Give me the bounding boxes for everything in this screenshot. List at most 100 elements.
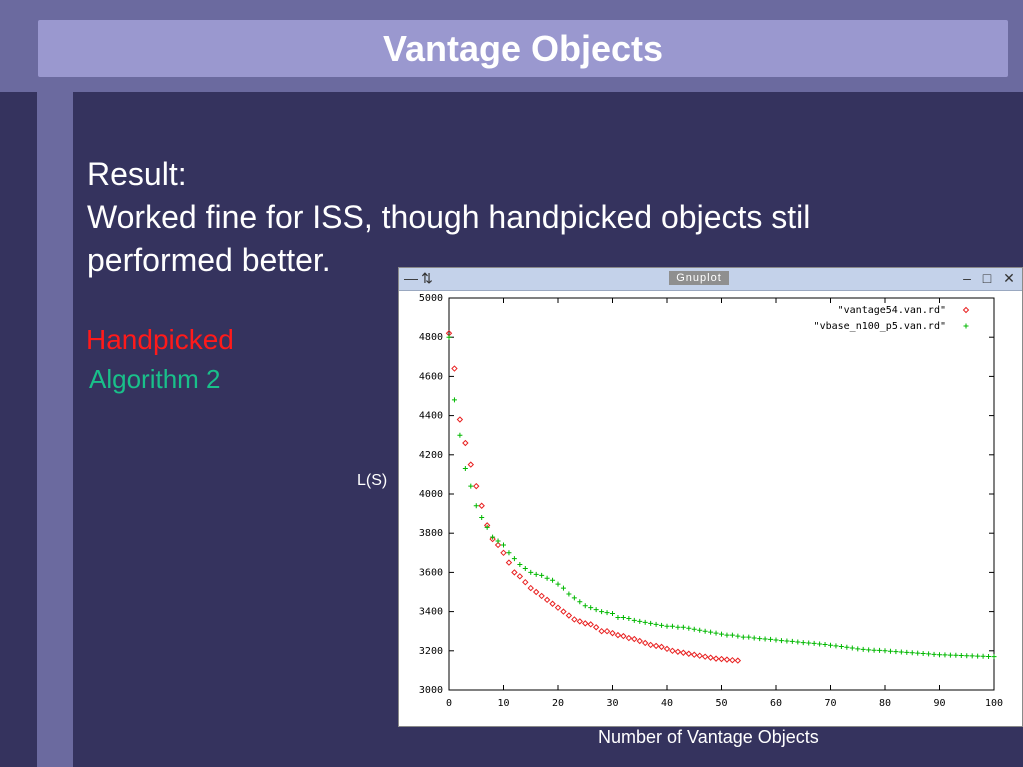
series1-point xyxy=(658,643,665,651)
series2-point xyxy=(975,653,981,659)
series1-point xyxy=(451,365,458,372)
result-text: Result: Worked fine for ISS, though hand… xyxy=(87,153,937,282)
series2-point xyxy=(479,515,485,521)
series2-point xyxy=(871,647,877,653)
series2-point xyxy=(986,653,992,659)
series1-point xyxy=(647,641,654,649)
legend-series1-label: "vantage54.van.rd" xyxy=(838,305,946,316)
series2-point xyxy=(915,650,921,656)
series1-point xyxy=(582,620,589,627)
series1-point xyxy=(549,600,556,607)
left-stripe xyxy=(37,92,73,767)
series1-point xyxy=(565,612,573,619)
series1-point xyxy=(560,608,567,615)
series2-point xyxy=(653,621,659,627)
series2-point xyxy=(882,648,888,654)
series1-point xyxy=(652,642,660,650)
title-bar: Vantage Objects xyxy=(38,20,1008,77)
series2-point xyxy=(926,651,932,657)
y-tick-label: 4200 xyxy=(419,450,443,461)
series2-point xyxy=(626,615,632,621)
legend-series1-marker xyxy=(962,306,970,314)
series2-point xyxy=(909,650,915,656)
series2-point xyxy=(599,609,605,615)
series2-point xyxy=(740,634,746,640)
gnuplot-window[interactable]: — ⇅ Gnuplot – □ ✕ 0 10 20 30 40 50 60 70 80 90 100… xyxy=(398,267,1023,727)
series1-point xyxy=(685,650,693,657)
series2-point xyxy=(958,653,964,659)
series2-point xyxy=(544,575,550,581)
series2-point xyxy=(620,614,626,620)
x-tick-label: 70 xyxy=(824,698,836,709)
series1-point xyxy=(663,645,671,653)
restore-icon[interactable]: □ xyxy=(982,270,992,286)
series2-point xyxy=(817,641,823,647)
series2-point xyxy=(768,636,774,642)
series1-point xyxy=(571,616,578,623)
series2-point xyxy=(560,585,566,591)
series1-point xyxy=(462,439,469,447)
series1-point xyxy=(641,639,649,647)
series2-point xyxy=(920,651,926,657)
series2-point xyxy=(898,649,904,655)
series2-point xyxy=(887,648,893,654)
series2-point xyxy=(849,645,855,651)
series2-point xyxy=(610,611,615,617)
series2-point xyxy=(828,642,833,648)
window-title: Gnuplot xyxy=(669,271,729,285)
pin-icon[interactable]: ⇅ xyxy=(421,270,433,286)
series2-point xyxy=(506,550,512,556)
series2-point xyxy=(637,618,643,624)
series2-point xyxy=(566,591,572,597)
series2-point xyxy=(669,623,675,629)
series2-point xyxy=(495,538,501,544)
result-line-2: Worked fine for ISS, though handpicked o… xyxy=(87,199,811,235)
series2-point xyxy=(517,562,523,568)
series1-point xyxy=(598,627,605,635)
x-tick-label: 100 xyxy=(985,698,1003,709)
x-tick-label: 30 xyxy=(606,698,618,709)
series2-point xyxy=(980,653,986,659)
series2-point xyxy=(675,624,681,630)
series1-point xyxy=(707,654,714,661)
series2-point xyxy=(893,649,899,655)
y-tick-label: 3400 xyxy=(419,607,443,618)
close-icon[interactable]: ✕ xyxy=(1003,270,1015,286)
series2-point xyxy=(664,623,670,629)
series2-point xyxy=(555,581,561,587)
series1-point xyxy=(603,627,611,635)
x-tick-label: 40 xyxy=(661,698,673,709)
series2-point xyxy=(855,646,861,652)
series2-point xyxy=(937,652,942,658)
series2-point xyxy=(697,627,703,633)
series2-point xyxy=(582,603,588,609)
series1-point xyxy=(674,648,682,655)
series2-point xyxy=(838,643,844,649)
series1-point xyxy=(620,632,627,640)
series2-point xyxy=(931,651,937,657)
series2-point xyxy=(735,633,741,639)
x-tick-label: 90 xyxy=(933,698,945,709)
x-tick-label: 10 xyxy=(497,698,509,709)
window-titlebar[interactable]: — ⇅ Gnuplot – □ ✕ xyxy=(399,268,1022,291)
series1-point xyxy=(554,604,562,611)
series1-point xyxy=(712,655,720,662)
series2-point xyxy=(969,653,975,659)
x-tick-label: 60 xyxy=(770,698,782,709)
series1-point xyxy=(701,653,709,660)
series2-point xyxy=(795,639,801,645)
series2-point xyxy=(860,646,866,652)
window-menu-icon[interactable]: — xyxy=(404,270,418,286)
series1-point xyxy=(625,634,633,642)
series1-point xyxy=(532,588,540,596)
series2-point xyxy=(593,607,599,613)
x-tick-label: 80 xyxy=(879,698,891,709)
series2-point xyxy=(953,652,959,658)
series1-point xyxy=(669,647,676,655)
series2-point xyxy=(789,638,795,644)
series2-point xyxy=(659,622,665,628)
series2-point xyxy=(751,635,757,641)
series2-point xyxy=(822,642,828,648)
legend-series2-marker xyxy=(963,323,969,329)
minimize-icon[interactable]: – xyxy=(963,270,971,286)
